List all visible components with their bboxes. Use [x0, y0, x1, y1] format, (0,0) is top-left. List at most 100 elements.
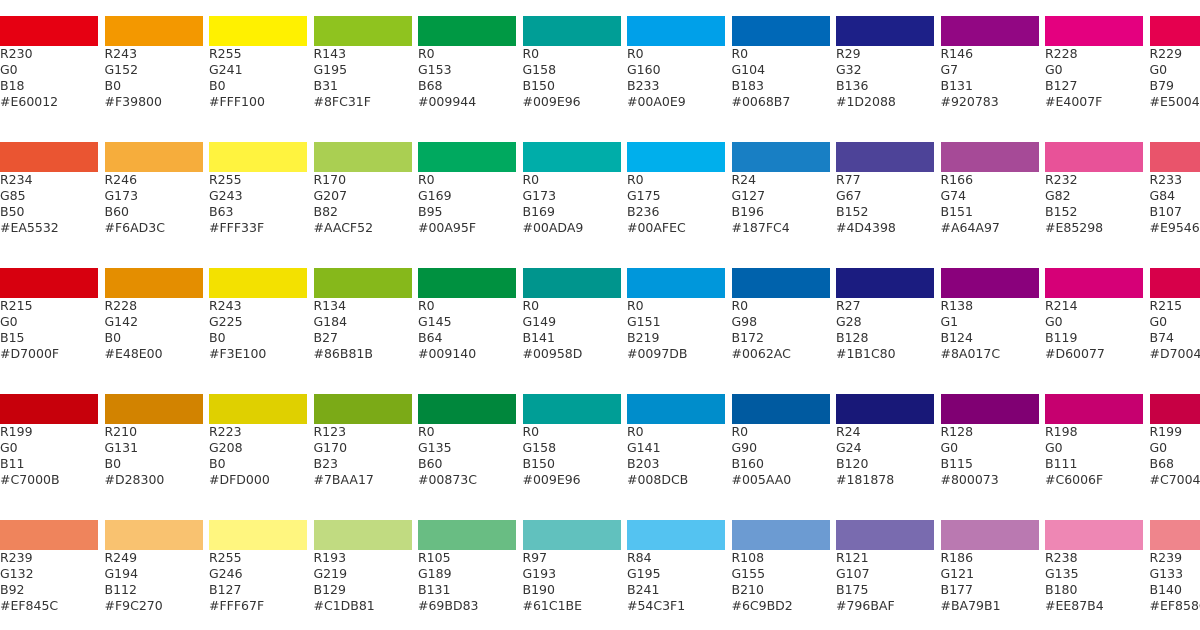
- g-value: G152: [104, 62, 139, 77]
- r-value: R246: [104, 172, 138, 187]
- r-value: R138: [940, 298, 974, 313]
- b-value: B236: [627, 204, 660, 219]
- b-value: B120: [836, 456, 869, 471]
- r-value: R123: [313, 424, 347, 439]
- swatch: [731, 142, 830, 172]
- b-value: B177: [940, 582, 973, 597]
- swatch: [1149, 16, 1200, 46]
- r-value: R128: [940, 424, 974, 439]
- hex-code: #009E96: [522, 94, 581, 109]
- b-value: B111: [1045, 456, 1078, 471]
- color-cell: R0 G175 B236 #00AFEC: [627, 142, 725, 236]
- r-value: R198: [1045, 424, 1078, 439]
- r-value: R0: [627, 46, 644, 61]
- b-value: B68: [1149, 456, 1174, 471]
- color-cell: R138 G1 B124 #8A017C: [940, 268, 1039, 362]
- r-value: R170: [313, 172, 347, 187]
- color-cell: R255 G243 B63 #FFF33F: [209, 142, 307, 236]
- g-value: G158: [522, 440, 557, 455]
- b-value: B63: [209, 204, 234, 219]
- hex-code: #8A017C: [940, 346, 1001, 361]
- swatch: [209, 268, 307, 298]
- swatch: [418, 520, 516, 550]
- g-value: G243: [209, 188, 243, 203]
- g-value: G175: [627, 188, 661, 203]
- swatch: [313, 520, 412, 550]
- b-value: B15: [0, 330, 25, 345]
- color-cell: R134 G184 B27 #86B81B: [313, 268, 412, 362]
- swatch: [313, 394, 412, 424]
- r-value: R215: [1149, 298, 1183, 313]
- g-value: G131: [104, 440, 139, 455]
- hex-code: #FFF100: [209, 94, 265, 109]
- g-value: G0: [1045, 440, 1063, 455]
- b-value: B169: [522, 204, 555, 219]
- swatch: [209, 520, 307, 550]
- b-value: B0: [104, 456, 122, 471]
- b-value: B128: [836, 330, 869, 345]
- g-value: G104: [731, 62, 766, 77]
- b-value: B152: [836, 204, 869, 219]
- swatch: [0, 268, 98, 298]
- g-value: G32: [836, 62, 862, 77]
- r-value: R84: [627, 550, 652, 565]
- g-value: G169: [418, 188, 452, 203]
- color-cell: R214 G0 B119 #D60077: [1045, 268, 1143, 362]
- r-value: R199: [1149, 424, 1183, 439]
- g-value: G219: [313, 566, 348, 581]
- color-cell: R0 G104 B183 #0068B7: [731, 16, 830, 110]
- swatch: [940, 16, 1039, 46]
- hex-code: #E4007F: [1045, 94, 1103, 109]
- b-value: B183: [731, 78, 764, 93]
- color-cell: R0 G145 B64 #009140: [418, 268, 516, 362]
- r-value: R186: [940, 550, 974, 565]
- r-value: R143: [313, 46, 347, 61]
- hex-code: #AACF52: [313, 220, 374, 235]
- color-cell: R228 G0 B127 #E4007F: [1045, 16, 1143, 110]
- g-value: G0: [1149, 314, 1168, 329]
- b-value: B151: [940, 204, 973, 219]
- b-value: B50: [0, 204, 25, 219]
- color-cell: R24 G24 B120 #181878: [836, 394, 934, 488]
- hex-code: #4D4398: [836, 220, 896, 235]
- hex-code: #69BD83: [418, 598, 479, 613]
- swatch: [940, 394, 1039, 424]
- r-value: R255: [209, 46, 242, 61]
- color-cell: R170 G207 B82 #AACF52: [313, 142, 412, 236]
- r-value: R0: [522, 172, 540, 187]
- swatch: [522, 16, 621, 46]
- r-value: R243: [209, 298, 242, 313]
- r-value: R255: [209, 550, 242, 565]
- g-value: G1: [940, 314, 959, 329]
- color-cell: R84 G195 B241 #54C3F1: [627, 520, 725, 614]
- r-value: R134: [313, 298, 347, 313]
- color-cell: R239 G132 B92 #EF845C: [0, 520, 98, 614]
- swatch: [522, 268, 621, 298]
- r-value: R77: [836, 172, 861, 187]
- hex-code: #0062AC: [731, 346, 791, 361]
- b-value: B124: [940, 330, 973, 345]
- b-value: B190: [522, 582, 555, 597]
- g-value: G0: [0, 62, 18, 77]
- swatch: [313, 142, 412, 172]
- r-value: R210: [104, 424, 138, 439]
- swatch: [627, 16, 725, 46]
- hex-code: #E85298: [1045, 220, 1104, 235]
- swatch: [836, 520, 934, 550]
- g-value: G0: [1045, 314, 1063, 329]
- r-value: R0: [522, 46, 540, 61]
- color-cell: R255 G246 B127 #FFF67F: [209, 520, 307, 614]
- b-value: B129: [313, 582, 346, 597]
- b-value: B0: [209, 78, 226, 93]
- g-value: G170: [313, 440, 348, 455]
- hex-code: #C7000B: [0, 472, 60, 487]
- hex-code: #A64A97: [940, 220, 1000, 235]
- g-value: G74: [940, 188, 967, 203]
- r-value: R230: [0, 46, 33, 61]
- g-value: G151: [627, 314, 661, 329]
- g-value: G0: [940, 440, 959, 455]
- hex-code: #00A95F: [418, 220, 477, 235]
- b-value: B27: [313, 330, 338, 345]
- r-value: R239: [1149, 550, 1183, 565]
